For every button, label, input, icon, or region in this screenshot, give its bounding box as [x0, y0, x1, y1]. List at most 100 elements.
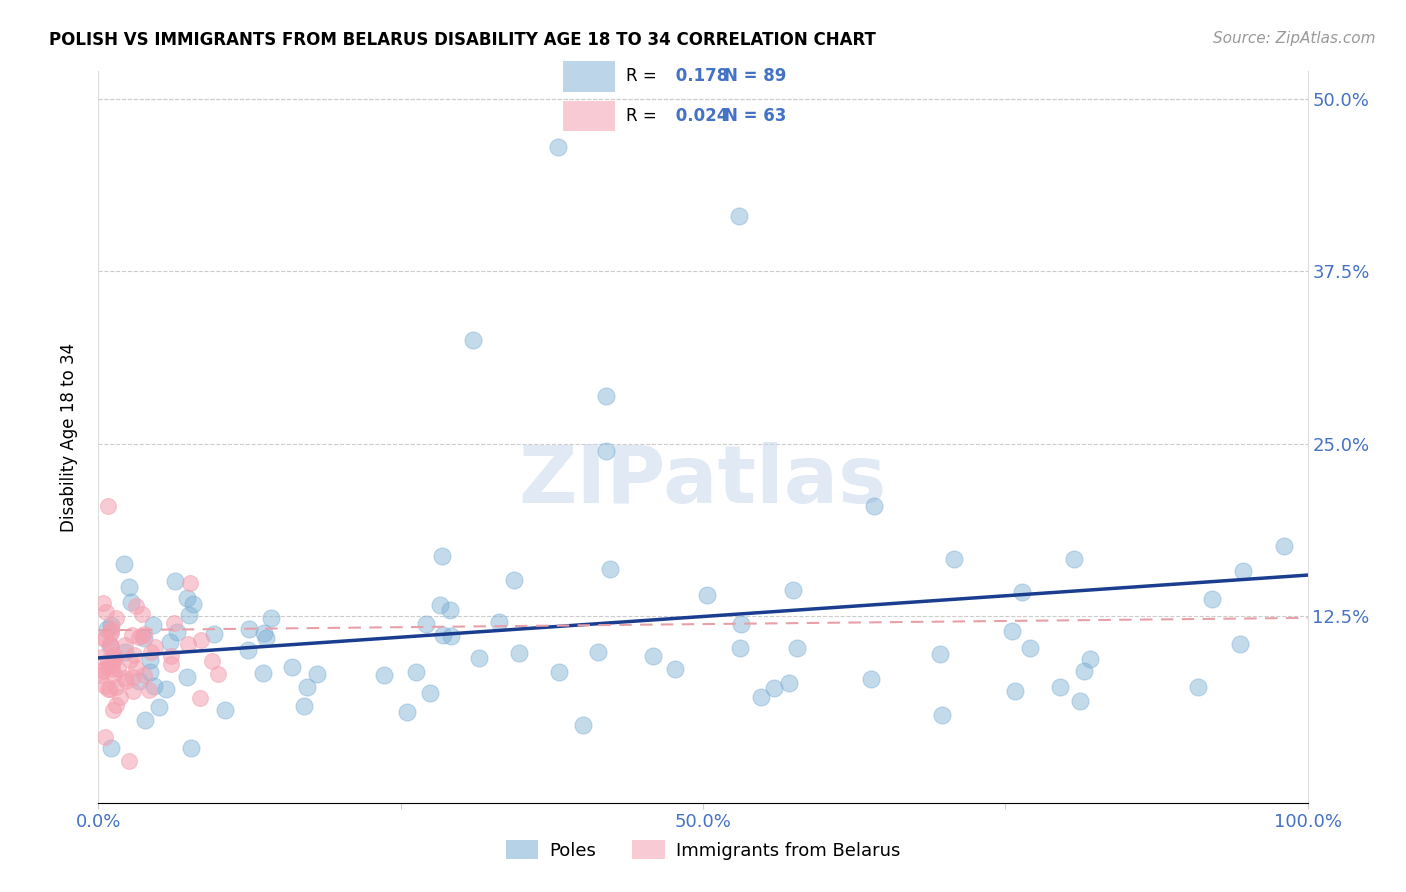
Text: ZIPatlas: ZIPatlas: [519, 442, 887, 520]
Point: [142, 618, 165, 632]
Point: [180, 740, 202, 755]
Point: [1004, 683, 1026, 698]
Point: [696, 588, 718, 602]
Point: [101, 649, 124, 664]
Point: [94, 605, 117, 619]
Bar: [564, 62, 616, 92]
Point: [120, 653, 142, 667]
Point: [177, 608, 200, 623]
Point: [548, 665, 571, 680]
Point: [97, 682, 120, 697]
Point: [943, 552, 966, 566]
Point: [1073, 664, 1095, 678]
Point: [131, 607, 153, 621]
Point: [97, 660, 120, 674]
Point: [100, 639, 122, 653]
Point: [181, 597, 204, 611]
Point: [104, 611, 127, 625]
Point: [112, 557, 135, 571]
Point: [121, 628, 143, 642]
Point: [292, 699, 315, 714]
Point: [762, 681, 785, 695]
Point: [432, 628, 454, 642]
Point: [90, 668, 112, 682]
Point: [100, 618, 122, 632]
Point: [103, 651, 125, 665]
Point: [107, 662, 129, 676]
Point: [98, 682, 121, 697]
Point: [1069, 694, 1091, 708]
Point: [188, 690, 211, 705]
Point: [100, 624, 122, 638]
Text: 0.024: 0.024: [669, 107, 728, 125]
Text: Source: ZipAtlas.com: Source: ZipAtlas.com: [1212, 31, 1375, 46]
Point: [463, 334, 485, 348]
Point: [101, 662, 124, 676]
Point: [395, 705, 418, 719]
Point: [179, 576, 201, 591]
Point: [105, 680, 128, 694]
Point: [252, 666, 274, 681]
Point: [96, 654, 118, 668]
Point: [100, 657, 122, 672]
Point: [1187, 681, 1209, 695]
Point: [419, 686, 441, 700]
Point: [93, 730, 115, 744]
Point: [664, 662, 686, 676]
Point: [595, 443, 617, 458]
Point: [93, 632, 115, 646]
Point: [253, 626, 276, 640]
Point: [432, 549, 454, 563]
Point: [93, 680, 115, 694]
Text: R =: R =: [626, 107, 657, 125]
Point: [91, 664, 114, 678]
Point: [1078, 652, 1101, 666]
Point: [728, 209, 751, 223]
Point: [125, 599, 148, 614]
Point: [281, 660, 304, 674]
Point: [415, 616, 437, 631]
Point: [508, 646, 530, 660]
Point: [1018, 641, 1040, 656]
Point: [163, 616, 186, 631]
Point: [139, 645, 162, 659]
Point: [1000, 624, 1022, 638]
Point: [782, 582, 804, 597]
Point: [122, 648, 145, 662]
Point: [132, 627, 155, 641]
Point: [1201, 591, 1223, 606]
Point: [547, 140, 569, 154]
Point: [100, 621, 122, 635]
Point: [155, 681, 177, 696]
Point: [749, 690, 772, 705]
Point: [503, 573, 526, 587]
Point: [595, 389, 617, 403]
Point: [859, 672, 882, 686]
Point: [1232, 564, 1254, 578]
Point: [305, 667, 328, 681]
Point: [1272, 539, 1295, 553]
Bar: [564, 101, 616, 131]
Text: N = 89: N = 89: [724, 68, 787, 86]
Point: [94, 632, 117, 646]
Point: [104, 650, 127, 665]
Text: 0.178: 0.178: [669, 68, 728, 86]
Point: [405, 665, 427, 680]
Point: [98, 637, 121, 651]
Point: [134, 631, 156, 645]
Point: [160, 657, 183, 671]
Point: [118, 755, 141, 769]
Point: [204, 627, 226, 641]
Point: [100, 639, 122, 653]
Point: [467, 651, 489, 665]
Point: [1229, 636, 1251, 650]
Point: [143, 679, 166, 693]
Point: [728, 641, 751, 656]
Point: [159, 649, 181, 664]
Point: [148, 699, 170, 714]
Point: [112, 671, 135, 685]
Point: [254, 631, 277, 645]
Point: [128, 630, 150, 644]
Point: [114, 638, 136, 652]
Point: [118, 580, 141, 594]
